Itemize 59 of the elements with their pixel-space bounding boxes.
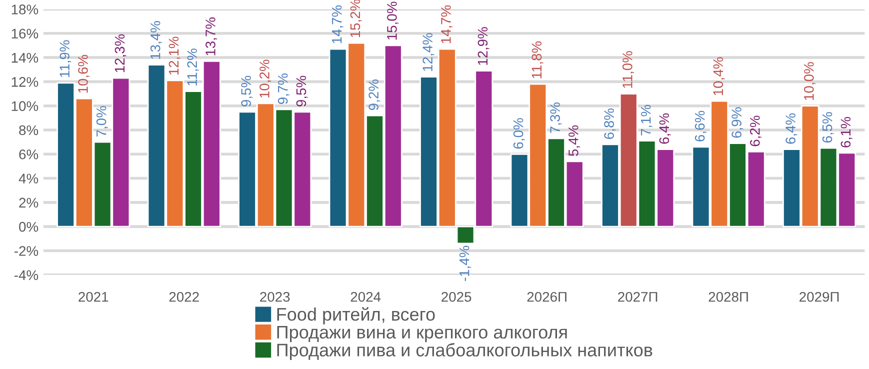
x-tick-label: 2028П bbox=[708, 292, 748, 302]
data-label: 7,0% bbox=[96, 106, 108, 137]
y-tick-label: -4% bbox=[14, 270, 38, 280]
x-tick-label: 2025 bbox=[442, 292, 472, 302]
x-tick-label: 2026П bbox=[527, 292, 566, 302]
legend-label: Food ритейл, всего bbox=[277, 307, 435, 324]
data-label: 10,4% bbox=[713, 57, 725, 96]
data-label: 12,1% bbox=[168, 36, 180, 75]
data-label: 6,8% bbox=[604, 108, 616, 139]
data-label: 9,2% bbox=[368, 80, 380, 110]
y-tick-label: 10% bbox=[12, 101, 38, 112]
data-label: 7,1% bbox=[640, 104, 652, 136]
x-tick-label: 2022 bbox=[169, 292, 199, 302]
y-tick-label: 2% bbox=[19, 198, 38, 208]
data-label: 9,7% bbox=[278, 73, 290, 104]
data-label: 9,5% bbox=[241, 76, 253, 106]
data-label: 6,5% bbox=[822, 112, 834, 143]
data-label: 10,2% bbox=[260, 60, 272, 98]
data-label: 12,3% bbox=[114, 34, 126, 72]
data-label: 13,7% bbox=[206, 17, 218, 56]
data-label: 6,9% bbox=[732, 107, 744, 138]
x-tick-label: 2023 bbox=[260, 292, 290, 302]
x-tick-label: 2029П bbox=[800, 292, 839, 302]
data-label: 6,4% bbox=[659, 113, 671, 144]
data-label: 6,4% bbox=[786, 113, 798, 144]
data-label: 10,6% bbox=[78, 54, 90, 93]
x-tick-label: 2024 bbox=[350, 292, 381, 302]
data-label: 11,8% bbox=[532, 41, 544, 78]
data-label: 5,4% bbox=[568, 125, 580, 156]
data-label: 14,7% bbox=[332, 5, 344, 44]
x-tick-label: 2021 bbox=[78, 292, 108, 302]
y-tick-label: 6% bbox=[19, 149, 38, 160]
data-label: 6,1% bbox=[840, 116, 852, 148]
y-tick-label: 4% bbox=[18, 174, 38, 184]
y-tick-label: 16% bbox=[12, 28, 38, 39]
data-label: 9,5% bbox=[296, 76, 308, 106]
legend-label: Продажи вина и крепкого алкоголя bbox=[277, 326, 567, 342]
data-label: 13,4% bbox=[150, 21, 162, 59]
data-label: 11,2% bbox=[187, 48, 199, 86]
data-label: 7,3% bbox=[550, 102, 562, 133]
y-tick-label: -2% bbox=[14, 246, 38, 256]
y-tick-label: 12% bbox=[12, 77, 38, 87]
data-label: 14,7% bbox=[441, 5, 452, 44]
data-label: -1,4% bbox=[459, 246, 471, 281]
legend-label: Продажи пива и слабоалкогольных напитков bbox=[277, 343, 652, 360]
y-tick-label: 0% bbox=[19, 222, 38, 232]
data-label: 15,0% bbox=[387, 2, 399, 40]
data-label: 6,2% bbox=[750, 116, 762, 146]
data-label: 10,0% bbox=[804, 62, 816, 100]
y-tick-label: 18% bbox=[12, 4, 38, 14]
y-tick-label: 8% bbox=[19, 125, 38, 136]
y-tick-label: 14% bbox=[12, 52, 38, 63]
data-label: 6,6% bbox=[694, 110, 706, 142]
data-label: 11,9% bbox=[60, 40, 72, 77]
data-label: 6,0% bbox=[513, 118, 525, 149]
data-label: 11,0% bbox=[622, 51, 634, 88]
data-label: 12,4% bbox=[422, 33, 434, 71]
x-tick-label: 2027П bbox=[618, 292, 658, 302]
data-label: 12,9% bbox=[478, 27, 490, 65]
